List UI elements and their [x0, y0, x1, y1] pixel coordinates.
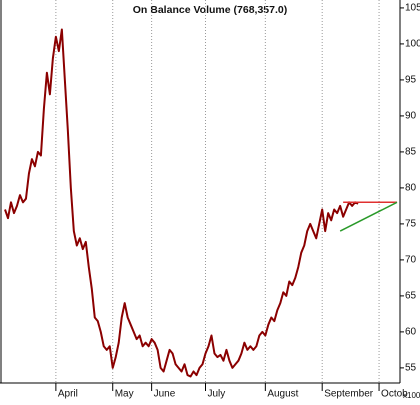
x-tick-label: August: [267, 389, 298, 400]
x-tick-label: September: [324, 389, 374, 400]
y-tick-label: 80: [405, 183, 417, 194]
y-tick-label: 100: [405, 39, 420, 50]
x-tick-label: May: [115, 389, 134, 400]
y-tick-label: 55: [405, 363, 417, 374]
y-tick-label: 75: [405, 219, 417, 230]
y-tick-label: 60: [405, 327, 417, 338]
data-line: [4, 28, 359, 378]
y-tick-label: 90: [405, 111, 417, 122]
trendline: [339, 201, 398, 232]
x-tick-label: June: [154, 389, 176, 400]
y-tick-label: 70: [405, 255, 417, 266]
y-tick-label: 65: [405, 291, 417, 302]
y-unit-label: x1000: [403, 391, 420, 400]
x-tick-label: July: [207, 389, 225, 400]
y-tick-label: 85: [405, 147, 417, 158]
x-tick-label: April: [58, 389, 78, 400]
y-tick-label: 105: [405, 3, 420, 14]
x-tick-label: Octob: [381, 389, 408, 400]
chart-title: On Balance Volume (768,357.0): [133, 4, 287, 16]
y-tick-label: 95: [405, 75, 417, 86]
